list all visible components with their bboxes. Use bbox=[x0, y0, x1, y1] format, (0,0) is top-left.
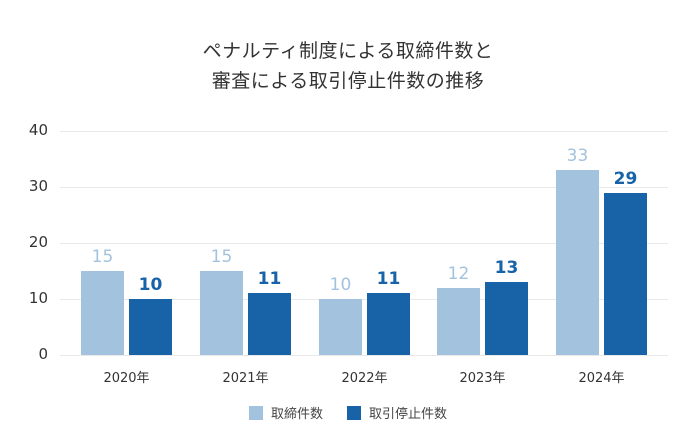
legend-swatch-series1 bbox=[248, 405, 263, 420]
bar-value-label: 10 bbox=[329, 275, 352, 295]
bar-value-label: 11 bbox=[376, 269, 401, 290]
gridline bbox=[60, 131, 668, 132]
bar-series2 bbox=[129, 299, 172, 355]
gridline bbox=[60, 187, 668, 188]
bar-value-label: 33 bbox=[566, 146, 589, 167]
x-tick-label: 2021年 bbox=[222, 371, 269, 386]
legend-item-series1: 取締件数 bbox=[248, 403, 323, 422]
gridline bbox=[60, 243, 668, 244]
legend-swatch-series2 bbox=[347, 405, 361, 420]
y-tick-label: 30 bbox=[28, 177, 48, 195]
y-tick-label: 20 bbox=[28, 233, 48, 251]
y-tick-label: 10 bbox=[28, 289, 48, 307]
bar-value-label: 12 bbox=[447, 263, 470, 284]
bar-series1 bbox=[437, 287, 480, 355]
bar-series1 bbox=[556, 170, 599, 355]
x-tick-label: 2020年 bbox=[103, 371, 150, 386]
legend-label-series1: 取締件数 bbox=[270, 407, 323, 422]
gridline bbox=[60, 355, 668, 356]
bar-series1 bbox=[81, 271, 124, 355]
bar-value-label: 13 bbox=[494, 258, 519, 279]
bar-series1 bbox=[319, 299, 362, 355]
bar-series2 bbox=[367, 293, 410, 355]
bar-series2 bbox=[248, 293, 291, 355]
legend-label-series2: 取引停止件数 bbox=[369, 407, 448, 422]
y-tick-label: 40 bbox=[28, 121, 48, 139]
bar-value-label: 15 bbox=[210, 247, 233, 267]
bar-value-label: 10 bbox=[138, 275, 163, 295]
y-tick-label: 0 bbox=[38, 345, 48, 363]
gridline bbox=[60, 299, 668, 300]
bar-value-label: 11 bbox=[257, 269, 282, 290]
x-tick-label: 2023年 bbox=[459, 371, 506, 386]
bar-series1 bbox=[200, 271, 243, 355]
x-tick-label: 2024年 bbox=[578, 371, 625, 386]
x-tick-label: 2022年 bbox=[341, 371, 388, 386]
legend: 取締件数 取引停止件数 bbox=[0, 403, 696, 422]
chart-title-line-1: ペナルティ制度による取締件数と bbox=[202, 40, 494, 62]
bar-value-label: 29 bbox=[613, 168, 638, 189]
bar-series2 bbox=[604, 192, 647, 355]
legend-item-series2: 取引停止件数 bbox=[347, 403, 447, 422]
chart-title-line-2: 審査による取引停止件数の推移 bbox=[211, 70, 485, 92]
bar-series2 bbox=[485, 282, 528, 355]
bar-value-label: 15 bbox=[91, 247, 114, 267]
